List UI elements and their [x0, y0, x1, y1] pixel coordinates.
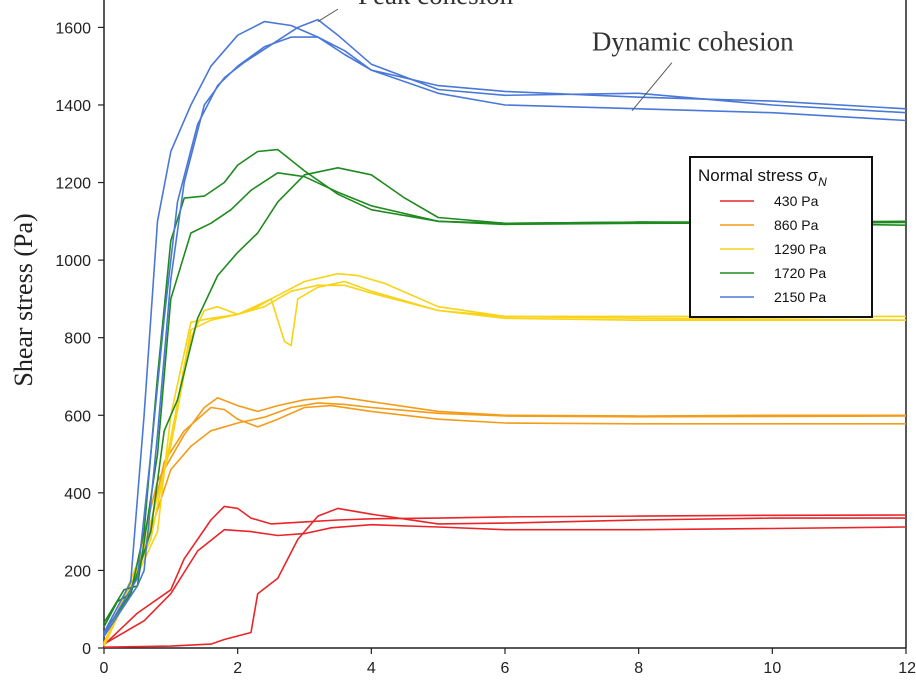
series-860-pa — [103, 395, 907, 645]
series-line — [103, 20, 907, 633]
series-line — [103, 167, 907, 633]
y-tick-label: 800 — [64, 331, 91, 348]
legend-item-label: 430 Pa — [774, 193, 819, 209]
y-tick-label: 1200 — [55, 176, 91, 193]
series-line — [103, 284, 906, 646]
series-line — [103, 280, 906, 645]
series-line — [103, 402, 907, 644]
series-line — [103, 36, 907, 635]
y-tick-label: 600 — [64, 408, 91, 425]
annotation-label: Dynamic cohesion — [592, 27, 794, 57]
x-tick-label: 4 — [367, 660, 376, 677]
series-layer — [103, 18, 907, 648]
annotation-pointer — [317, 8, 339, 23]
y-tick-label: 0 — [82, 641, 91, 658]
series-line — [103, 505, 907, 646]
series-1290-pa — [103, 272, 907, 647]
y-tick-label: 1400 — [55, 98, 91, 115]
annotation-layer: Dynamic cohesion Peak cohesion — [317, 0, 794, 112]
legend-box — [689, 156, 873, 318]
x-tick-label: 0 — [100, 660, 109, 677]
annotation-label: Peak cohesion — [358, 0, 514, 10]
series-line — [103, 395, 906, 643]
series-line — [103, 523, 907, 645]
x-tick-label: 10 — [763, 660, 781, 677]
legend-item-label: 860 Pa — [774, 217, 819, 233]
annotation-pointer — [631, 62, 673, 112]
y-tick-label: 1600 — [55, 20, 91, 37]
legend-item-label: 1290 Pa — [774, 241, 826, 257]
x-tick-label: 12 — [898, 660, 916, 677]
x-tick-label: 2 — [233, 660, 242, 677]
series-2150-pa — [103, 18, 907, 637]
legend-title-subscript: N — [818, 175, 827, 189]
legend-item-label: 2150 Pa — [774, 289, 826, 305]
x-tick-label: 6 — [501, 660, 510, 677]
y-axis-label-group: Shear stress (Pa) — [9, 213, 38, 386]
legend: Normal stress σN 430 Pa 860 Pa 1290 Pa 1720 … — [689, 156, 873, 318]
series-line — [103, 404, 906, 645]
legend-title: Normal stress σN — [698, 166, 827, 189]
series-line — [103, 507, 906, 648]
series-430-pa — [103, 505, 907, 648]
y-tick-label: 400 — [64, 486, 91, 503]
y-tick-label: 200 — [64, 563, 91, 580]
series-line — [103, 18, 907, 637]
y-axis-label: Shear stress (Pa) — [9, 213, 38, 386]
legend-item-label: 1720 Pa — [774, 265, 826, 281]
y-tick-label: 1000 — [55, 253, 91, 270]
series-line — [103, 272, 907, 647]
x-tick-label: 8 — [634, 660, 643, 677]
